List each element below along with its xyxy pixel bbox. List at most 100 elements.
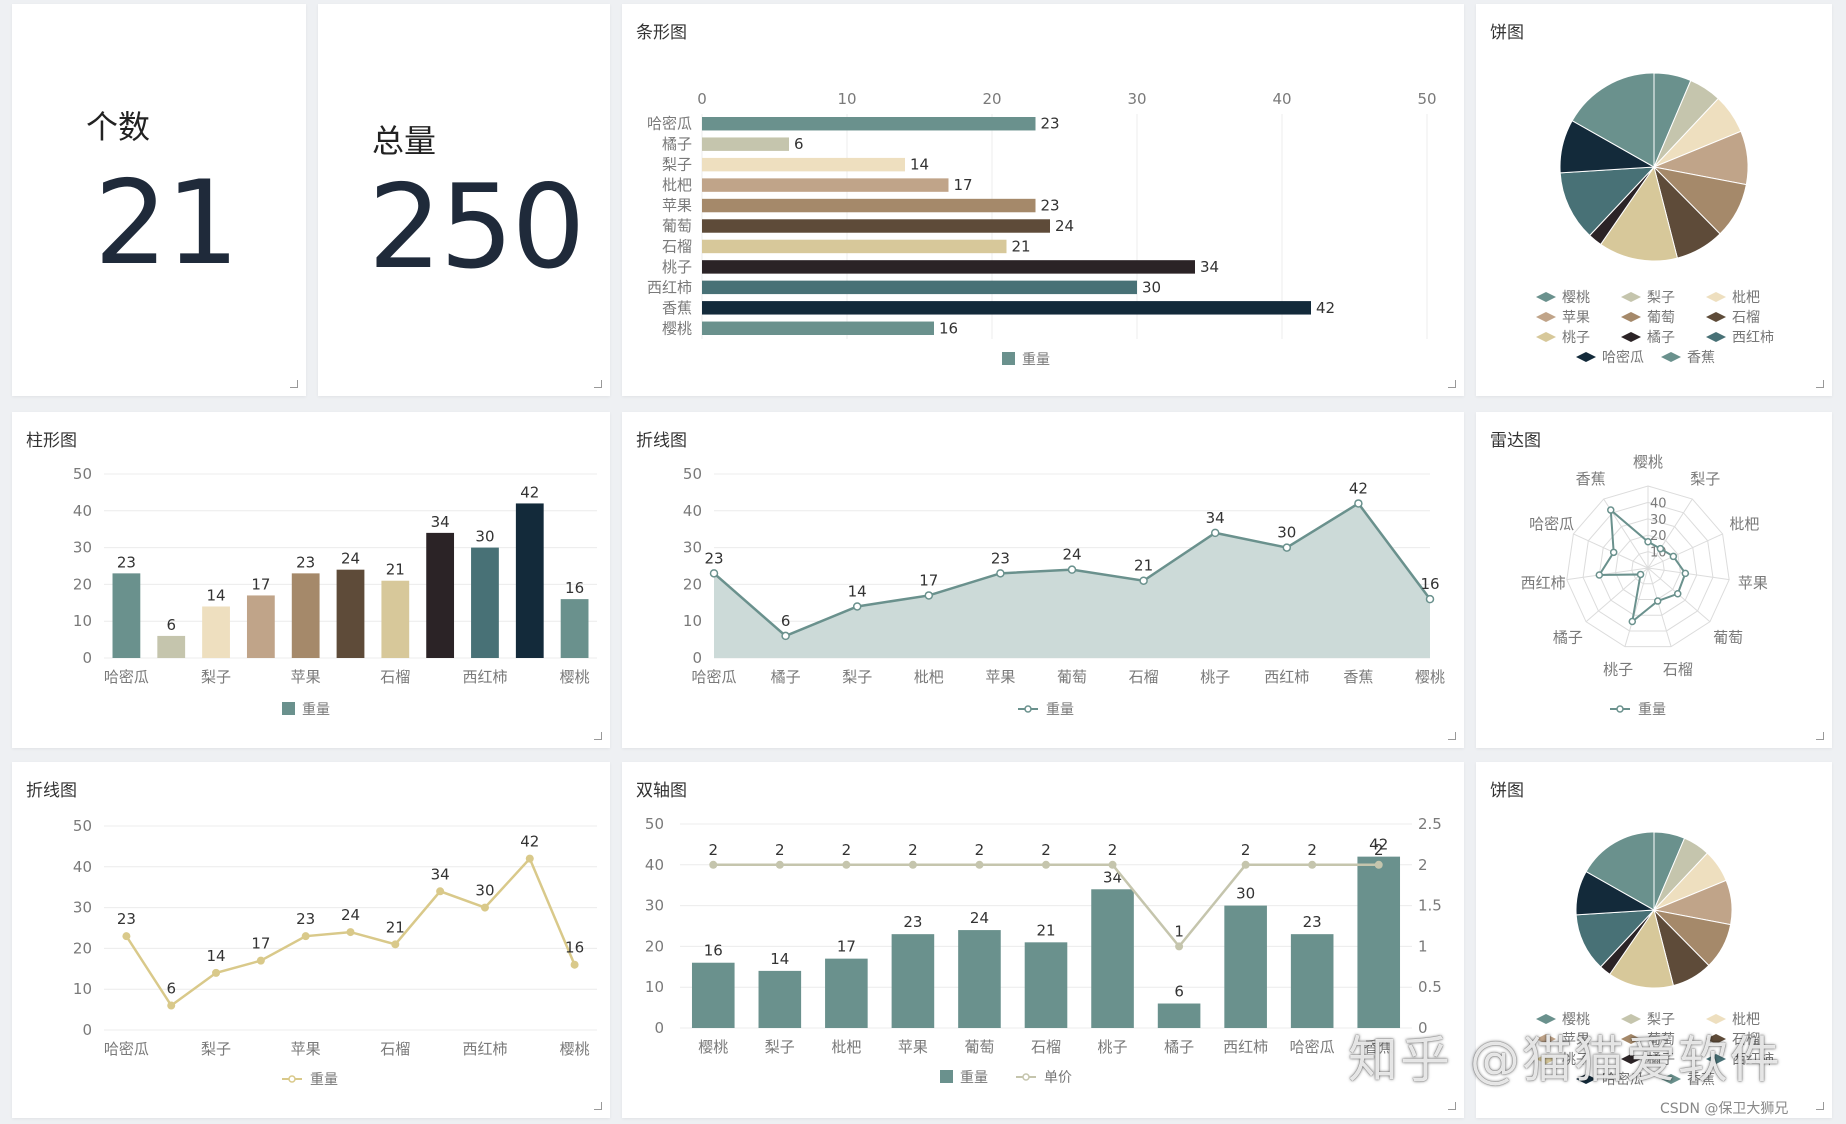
x-tick-label: 苹果	[985, 668, 1015, 686]
bar-樱桃	[560, 599, 589, 658]
radar-ring	[1615, 534, 1681, 600]
y-tick-label: 石榴	[662, 237, 692, 255]
data-label: 24	[1062, 546, 1081, 564]
x-tick-label: 梨子	[765, 1038, 795, 1056]
data-label: 23	[1041, 197, 1060, 215]
radar-axis-label: 桃子	[1603, 661, 1633, 679]
bar-香蕉	[1357, 856, 1401, 1028]
chart-title: 饼图	[1490, 23, 1524, 43]
bar-桃子	[1091, 889, 1134, 1028]
legend-marker	[1022, 1073, 1030, 1081]
legend-label: 樱桃	[1562, 1011, 1590, 1028]
point-哈密瓜	[709, 569, 719, 578]
data-label: 24	[341, 550, 360, 568]
legend-marker	[1536, 312, 1556, 322]
resize-handle[interactable]	[594, 732, 602, 740]
pie-slice-香蕉	[1571, 72, 1655, 168]
chart-title: 饼图	[1490, 781, 1524, 801]
radar-tick-label: 20	[1650, 529, 1667, 544]
y-tick-label: 30	[683, 539, 702, 557]
bar-哈密瓜	[112, 573, 141, 658]
point-樱桃	[1425, 594, 1435, 604]
bar-葡萄	[702, 219, 1050, 233]
bar-苹果	[291, 573, 320, 658]
legend-label: 樱桃	[1562, 289, 1590, 306]
point-桃子	[436, 887, 445, 896]
price-point-哈密瓜	[1308, 860, 1317, 869]
radar-axis-label: 橘子	[1553, 628, 1583, 646]
bar-枇杷	[825, 958, 868, 1028]
x-tick-label: 石榴	[1129, 668, 1159, 686]
resize-handle[interactable]	[1816, 732, 1824, 740]
data-label: 42	[1349, 479, 1368, 497]
y-tick-label: 20	[683, 575, 702, 593]
x-tick-label: 石榴	[1031, 1038, 1061, 1056]
card-area: 折线图 0 10 20 30 40 50 23 哈密瓜 6 橘子 14 梨子 17 枇杷 23 苹果 24 葡萄 2…	[622, 412, 1464, 748]
bar-枇杷	[246, 595, 275, 658]
legend-marker	[1576, 352, 1596, 362]
bar-桃子	[702, 260, 1195, 274]
bar-樱桃	[691, 962, 735, 1028]
data-label: 2	[1108, 841, 1118, 859]
legend-label: 西红柿	[1732, 1051, 1774, 1068]
data-label: 6	[794, 135, 804, 153]
x-tick-label: 0	[697, 90, 707, 108]
column-chart: 0 10 20 30 40 50 23 哈密瓜 6 14 梨子 17 23 苹果 24 21 石榴 34 30 西红柿…	[73, 465, 597, 718]
resize-handle[interactable]	[594, 380, 602, 388]
x-tick-label: 石榴	[380, 668, 410, 686]
legend-label: 橘子	[1647, 330, 1675, 346]
resize-handle[interactable]	[290, 380, 298, 388]
radar-spoke	[1585, 567, 1649, 623]
data-label: 21	[1012, 237, 1031, 255]
resize-handle[interactable]	[1816, 380, 1824, 388]
data-label: 16	[704, 942, 723, 960]
data-label: 30	[1277, 524, 1296, 542]
legend-marker	[1706, 1034, 1726, 1044]
x-tick-label: 香蕉	[1364, 1038, 1394, 1056]
y-tick-label: 20	[73, 575, 92, 593]
data-label: 23	[117, 910, 136, 928]
zhihu-watermark: 知乎 @猫猫爱软件	[1348, 1031, 1782, 1089]
legend-marker	[1621, 292, 1641, 302]
kpi-card-total: 总量 250	[318, 4, 610, 396]
legend-label: 石榴	[1732, 1032, 1760, 1048]
resize-handle[interactable]	[1448, 1102, 1456, 1110]
card-radar: 雷达图 樱桃 梨子 枇杷 苹果 葡萄 石榴 桃子 橘子 西红柿 哈密瓜 香蕉 10 20 30 40 重量	[1476, 412, 1832, 748]
legend-swatch	[282, 702, 295, 715]
radar-axis-label: 枇杷	[1729, 515, 1759, 533]
point-苹果	[301, 932, 310, 941]
legend-marker	[1706, 292, 1726, 302]
bar-哈密瓜	[702, 117, 1036, 131]
resize-handle[interactable]	[1448, 732, 1456, 740]
y-tick-label: 哈密瓜	[647, 115, 692, 133]
x-tick-label: 香蕉	[1343, 668, 1373, 686]
x-tick-label: 梨子	[842, 668, 872, 686]
radar-spoke	[1647, 498, 1693, 569]
kpi-value: 21	[94, 156, 240, 291]
radar-ring	[1631, 551, 1665, 585]
csdn-credit: CSDN @保卫大狮兄	[1660, 1101, 1789, 1117]
bar-橘子	[1157, 1003, 1201, 1028]
legend-label: 葡萄	[1647, 1032, 1675, 1048]
point-樱桃	[570, 960, 579, 969]
point-梨子	[212, 968, 221, 977]
resize-handle[interactable]	[1816, 1102, 1824, 1110]
chart-title: 折线图	[26, 781, 77, 801]
x-tick-label: 樱桃	[1415, 668, 1445, 686]
radar-axis-label: 西红柿	[1521, 574, 1566, 592]
data-label: 2	[1374, 841, 1384, 859]
y-tick-label: 梨子	[662, 156, 692, 174]
point-西红柿	[1282, 543, 1292, 552]
data-label: 2	[1041, 841, 1051, 859]
data-label: 14	[206, 586, 225, 604]
resize-handle[interactable]	[594, 1102, 602, 1110]
chart-title: 条形图	[636, 23, 687, 43]
radar-spoke	[1647, 567, 1672, 647]
data-label: 23	[296, 553, 315, 571]
legend-marker	[1706, 312, 1726, 322]
data-label: 17	[837, 938, 856, 956]
resize-handle[interactable]	[1448, 380, 1456, 388]
price-point-香蕉	[1374, 860, 1383, 869]
bar-枇杷	[702, 178, 949, 192]
y-tick-label: 40	[73, 858, 92, 876]
